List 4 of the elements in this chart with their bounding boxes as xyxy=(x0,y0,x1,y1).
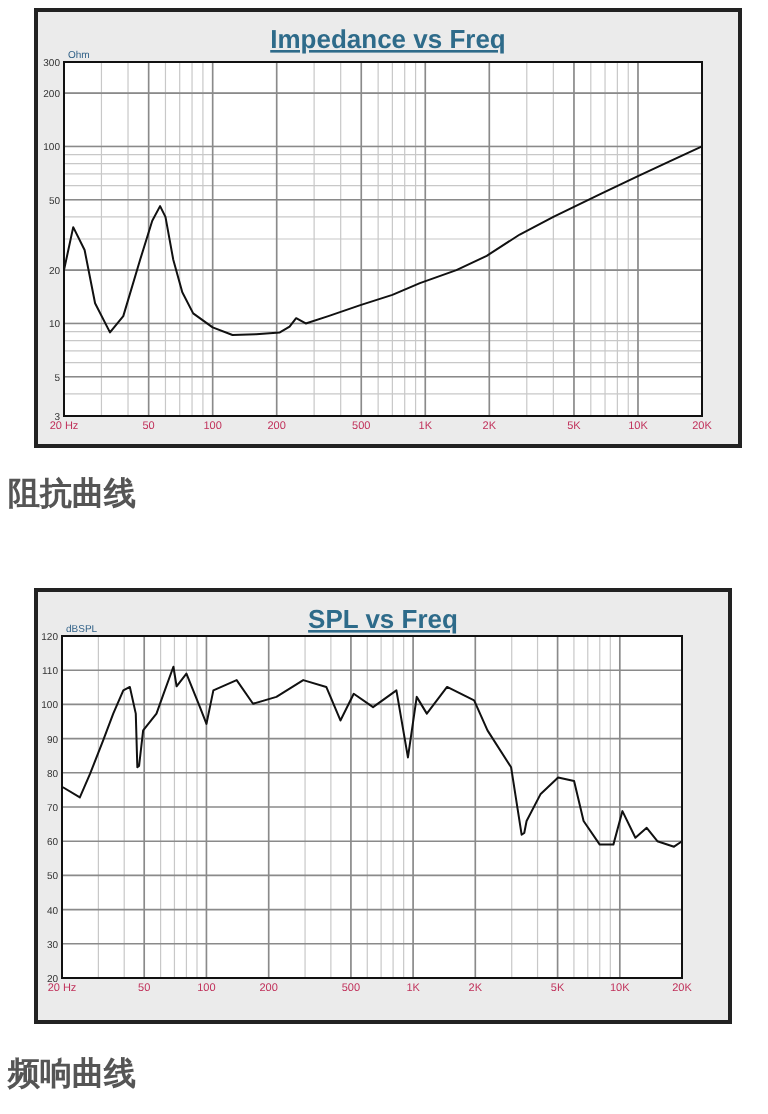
text: 频响曲线 xyxy=(6,1056,136,1092)
chart-title: Impedance vs Freq xyxy=(270,24,506,54)
text: 阻抗曲线 xyxy=(8,476,136,512)
chart-title: SPL vs Freq xyxy=(308,604,459,634)
